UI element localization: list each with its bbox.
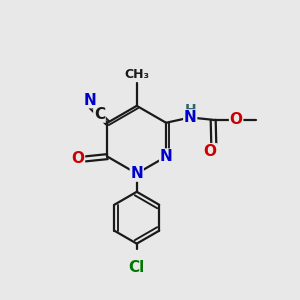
Text: H: H	[184, 103, 196, 117]
Text: N: N	[184, 110, 197, 125]
Text: O: O	[71, 152, 85, 166]
Text: CH₃: CH₃	[124, 68, 149, 81]
Text: N: N	[130, 166, 143, 181]
Text: C: C	[94, 107, 105, 122]
Text: O: O	[204, 144, 217, 159]
Text: O: O	[230, 112, 243, 127]
Text: Cl: Cl	[129, 260, 145, 275]
Text: N: N	[83, 93, 96, 108]
Text: N: N	[160, 149, 172, 164]
